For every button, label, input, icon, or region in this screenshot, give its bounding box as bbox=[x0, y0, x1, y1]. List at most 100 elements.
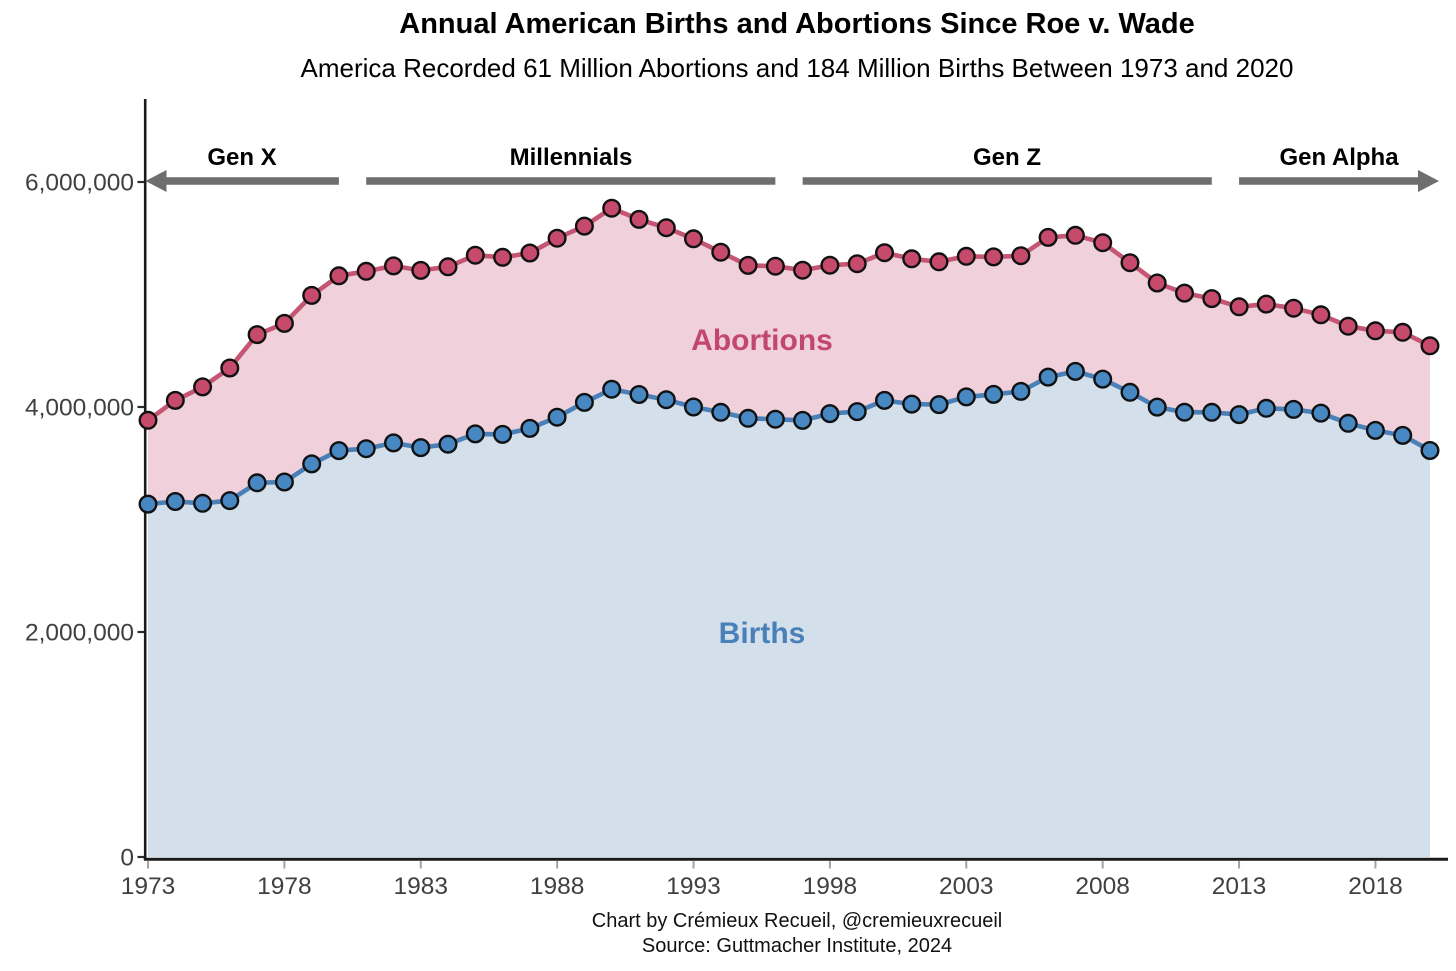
abortions-point-2002 bbox=[929, 252, 949, 272]
births-point-1997 bbox=[793, 410, 813, 430]
abortions-point-2008 bbox=[1093, 233, 1113, 253]
abortions-point-1997 bbox=[793, 260, 813, 280]
abortions-point-2014 bbox=[1256, 294, 1276, 314]
y-tick-label: 2,000,000 bbox=[25, 620, 134, 647]
abortions-point-1990 bbox=[602, 198, 622, 218]
generation-label-gen-z: Gen Z bbox=[972, 144, 1042, 171]
abortions-point-2001 bbox=[902, 249, 922, 269]
abortions-area-label: Abortions bbox=[691, 324, 833, 357]
births-point-1980 bbox=[329, 441, 349, 461]
births-point-2006 bbox=[1038, 367, 1058, 387]
abortions-point-1999 bbox=[847, 254, 867, 274]
births-area-label: Births bbox=[718, 617, 806, 650]
births-point-2009 bbox=[1120, 382, 1140, 402]
x-tick-label: 2003 bbox=[939, 873, 994, 900]
abortions-point-1994 bbox=[711, 242, 731, 262]
generation-label-gen-alpha: Gen Alpha bbox=[1279, 144, 1399, 171]
abortions-point-2009 bbox=[1120, 253, 1140, 273]
footer-source: Source: Guttmacher Institute, 2024 bbox=[641, 935, 953, 957]
births-point-2015 bbox=[1284, 399, 1304, 419]
births-point-2013 bbox=[1229, 405, 1249, 425]
births-point-1999 bbox=[847, 402, 867, 422]
births-point-1990 bbox=[602, 379, 622, 399]
abortions-point-2006 bbox=[1038, 227, 1058, 247]
abortions-point-2007 bbox=[1065, 225, 1085, 245]
abortions-point-1998 bbox=[820, 255, 840, 275]
abortions-point-1985 bbox=[465, 245, 485, 265]
abortions-point-2018 bbox=[1365, 321, 1385, 341]
births-point-1991 bbox=[629, 385, 649, 405]
generation-label-gen-x: Gen X bbox=[207, 144, 277, 171]
births-point-2019 bbox=[1393, 425, 1413, 445]
births-point-2004 bbox=[984, 384, 1004, 404]
abortions-point-1983 bbox=[411, 260, 431, 280]
births-point-1983 bbox=[411, 438, 431, 458]
x-tick-label: 1983 bbox=[394, 873, 449, 900]
abortions-point-1986 bbox=[493, 247, 513, 267]
footer-credit: Chart by Crémieux Recueil, @cremieuxrecu… bbox=[591, 910, 1003, 932]
births-point-2003 bbox=[956, 387, 976, 407]
births-point-1985 bbox=[465, 424, 485, 444]
x-tick-label: 1993 bbox=[666, 873, 721, 900]
births-point-2017 bbox=[1338, 413, 1358, 433]
births-point-2010 bbox=[1147, 397, 1167, 417]
x-tick-label: 1998 bbox=[803, 873, 858, 900]
x-tick-label: 1973 bbox=[121, 873, 176, 900]
births-point-2008 bbox=[1093, 369, 1113, 389]
births-point-2002 bbox=[929, 395, 949, 415]
abortions-point-2019 bbox=[1393, 322, 1413, 342]
abortions-point-1996 bbox=[765, 256, 785, 276]
x-tick-label: 1978 bbox=[257, 873, 312, 900]
births-area bbox=[148, 371, 1430, 857]
abortions-point-2020 bbox=[1420, 336, 1440, 356]
abortions-point-1980 bbox=[329, 266, 349, 286]
abortions-point-2016 bbox=[1311, 305, 1331, 325]
generation-label-millennials: Millennials bbox=[509, 144, 633, 171]
chart-subtitle: America Recorded 61 Million Abortions an… bbox=[300, 53, 1294, 83]
x-tick-label: 1988 bbox=[530, 873, 585, 900]
abortions-point-1989 bbox=[574, 216, 594, 236]
abortions-point-1974 bbox=[165, 390, 185, 410]
abortions-point-2010 bbox=[1147, 273, 1167, 293]
births-point-1998 bbox=[820, 404, 840, 424]
births-point-2014 bbox=[1256, 398, 1276, 418]
chart-footer: Chart by Crémieux Recueil, @cremieuxrecu… bbox=[146, 909, 1448, 959]
abortions-point-1995 bbox=[738, 255, 758, 275]
abortions-point-2005 bbox=[1011, 246, 1031, 266]
abortions-point-1982 bbox=[384, 256, 404, 276]
births-point-1979 bbox=[302, 454, 322, 474]
y-tick-label: 6,000,000 bbox=[25, 170, 134, 197]
abortions-point-1977 bbox=[247, 325, 267, 345]
left-arrowhead-icon bbox=[145, 170, 167, 192]
right-arrowhead-icon bbox=[1418, 170, 1440, 192]
births-point-2012 bbox=[1202, 402, 1222, 422]
births-point-2018 bbox=[1365, 420, 1385, 440]
births-point-1976 bbox=[220, 491, 240, 511]
abortions-point-2012 bbox=[1202, 289, 1222, 309]
births-point-1982 bbox=[384, 433, 404, 453]
abortions-point-2000 bbox=[875, 243, 895, 263]
births-point-1981 bbox=[356, 439, 376, 459]
abortions-point-1976 bbox=[220, 358, 240, 378]
abortions-point-1973 bbox=[138, 410, 158, 430]
births-point-2001 bbox=[902, 394, 922, 414]
births-point-2007 bbox=[1065, 361, 1085, 381]
births-point-2016 bbox=[1311, 403, 1331, 423]
abortions-point-2015 bbox=[1284, 298, 1304, 318]
abortions-point-1978 bbox=[274, 313, 294, 333]
x-tick-label: 2013 bbox=[1212, 873, 1267, 900]
births-point-2020 bbox=[1420, 441, 1440, 461]
births-point-1996 bbox=[765, 409, 785, 429]
births-point-1977 bbox=[247, 473, 267, 493]
births-point-1986 bbox=[493, 424, 513, 444]
births-point-1984 bbox=[438, 434, 458, 454]
abortions-point-2003 bbox=[956, 246, 976, 266]
abortions-point-1981 bbox=[356, 261, 376, 281]
abortions-point-2011 bbox=[1174, 283, 1194, 303]
abortions-point-1979 bbox=[302, 285, 322, 305]
births-point-1993 bbox=[684, 397, 704, 417]
births-point-1995 bbox=[738, 408, 758, 428]
chart-title: Annual American Births and Abortions Sin… bbox=[399, 8, 1195, 40]
births-point-2005 bbox=[1011, 381, 1031, 401]
